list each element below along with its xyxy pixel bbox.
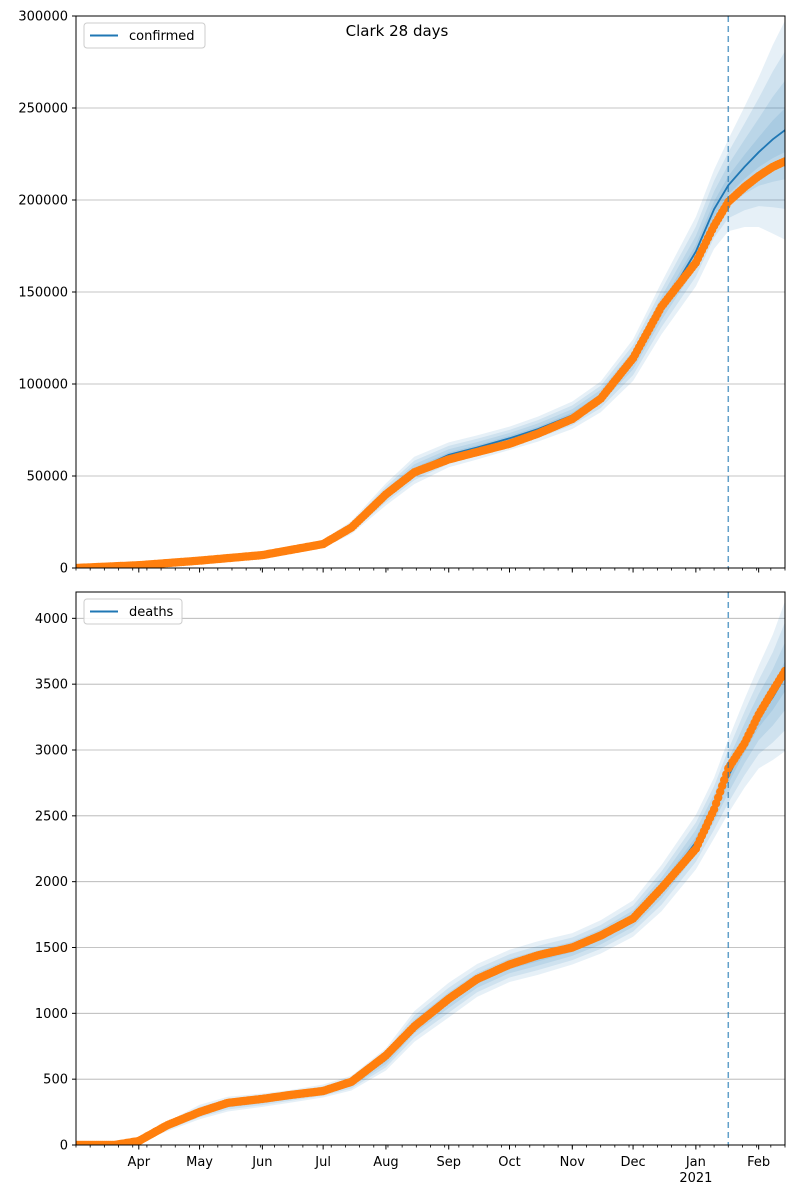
y-tick-label: 150000 (18, 286, 68, 301)
y-tick-label: 4000 (35, 612, 68, 627)
confirmed-panel: 0 50000 100000 150000 200000 250000 300000 conf… (18, 10, 786, 577)
legend-box (83, 598, 183, 625)
y-tick-label: 2500 (35, 809, 68, 824)
x-tick-label: Dec (620, 1155, 645, 1170)
observed-point (780, 157, 785, 166)
x-tick-label: Jun (251, 1155, 272, 1170)
x-year-label: 2021 (679, 1171, 712, 1186)
deaths-panel: 0 500 1000 1500 2000 2500 3000 3500 4000 Apr May Ju… (35, 591, 786, 1186)
x-tick-label: Apr (128, 1155, 151, 1170)
x-tick-label: Aug (373, 1155, 398, 1170)
plot-area (76, 20, 785, 568)
legend-label: confirmed (129, 29, 195, 44)
y-tick-label: 1500 (35, 941, 68, 956)
uncertainty-band-4 (76, 108, 785, 568)
x-tick-label: Nov (560, 1155, 586, 1170)
uncertainty-band-3 (76, 642, 785, 1145)
x-tick-label: Feb (747, 1155, 770, 1170)
x-tick-label: Oct (498, 1155, 520, 1170)
y-tick-label: 0 (60, 562, 68, 577)
y-tick-label: 500 (43, 1073, 68, 1088)
y-tick-label: 1000 (35, 1007, 68, 1022)
chart-title: Clark 28 days (346, 22, 449, 40)
y-tick-label: 200000 (18, 194, 68, 209)
legend-box (83, 22, 206, 49)
y-tick-label: 3000 (35, 744, 68, 759)
y-tick-label: 0 (60, 1139, 68, 1154)
deaths-model-line (76, 675, 785, 1145)
y-tick-label: 100000 (18, 378, 68, 393)
observed-point (780, 666, 785, 676)
x-tick-label: Jul (314, 1155, 331, 1170)
plot-area (76, 601, 785, 1145)
y-tick-label: 300000 (18, 10, 68, 25)
x-tick-label: Sep (436, 1155, 461, 1170)
x-tick-label: May (186, 1155, 213, 1170)
y-tick-label: 3500 (35, 678, 68, 693)
confirmed-model-line (76, 129, 785, 568)
y-tick-label: 2000 (35, 875, 68, 890)
uncertainty-band-3 (76, 80, 785, 568)
y-tick-label: 50000 (27, 470, 68, 485)
x-tick-label: Jan (685, 1155, 706, 1170)
uncertainty-band-1 (76, 20, 785, 568)
uncertainty-band-4 (76, 661, 785, 1145)
y-tick-label: 250000 (18, 102, 68, 117)
legend-label: deaths (129, 605, 174, 620)
